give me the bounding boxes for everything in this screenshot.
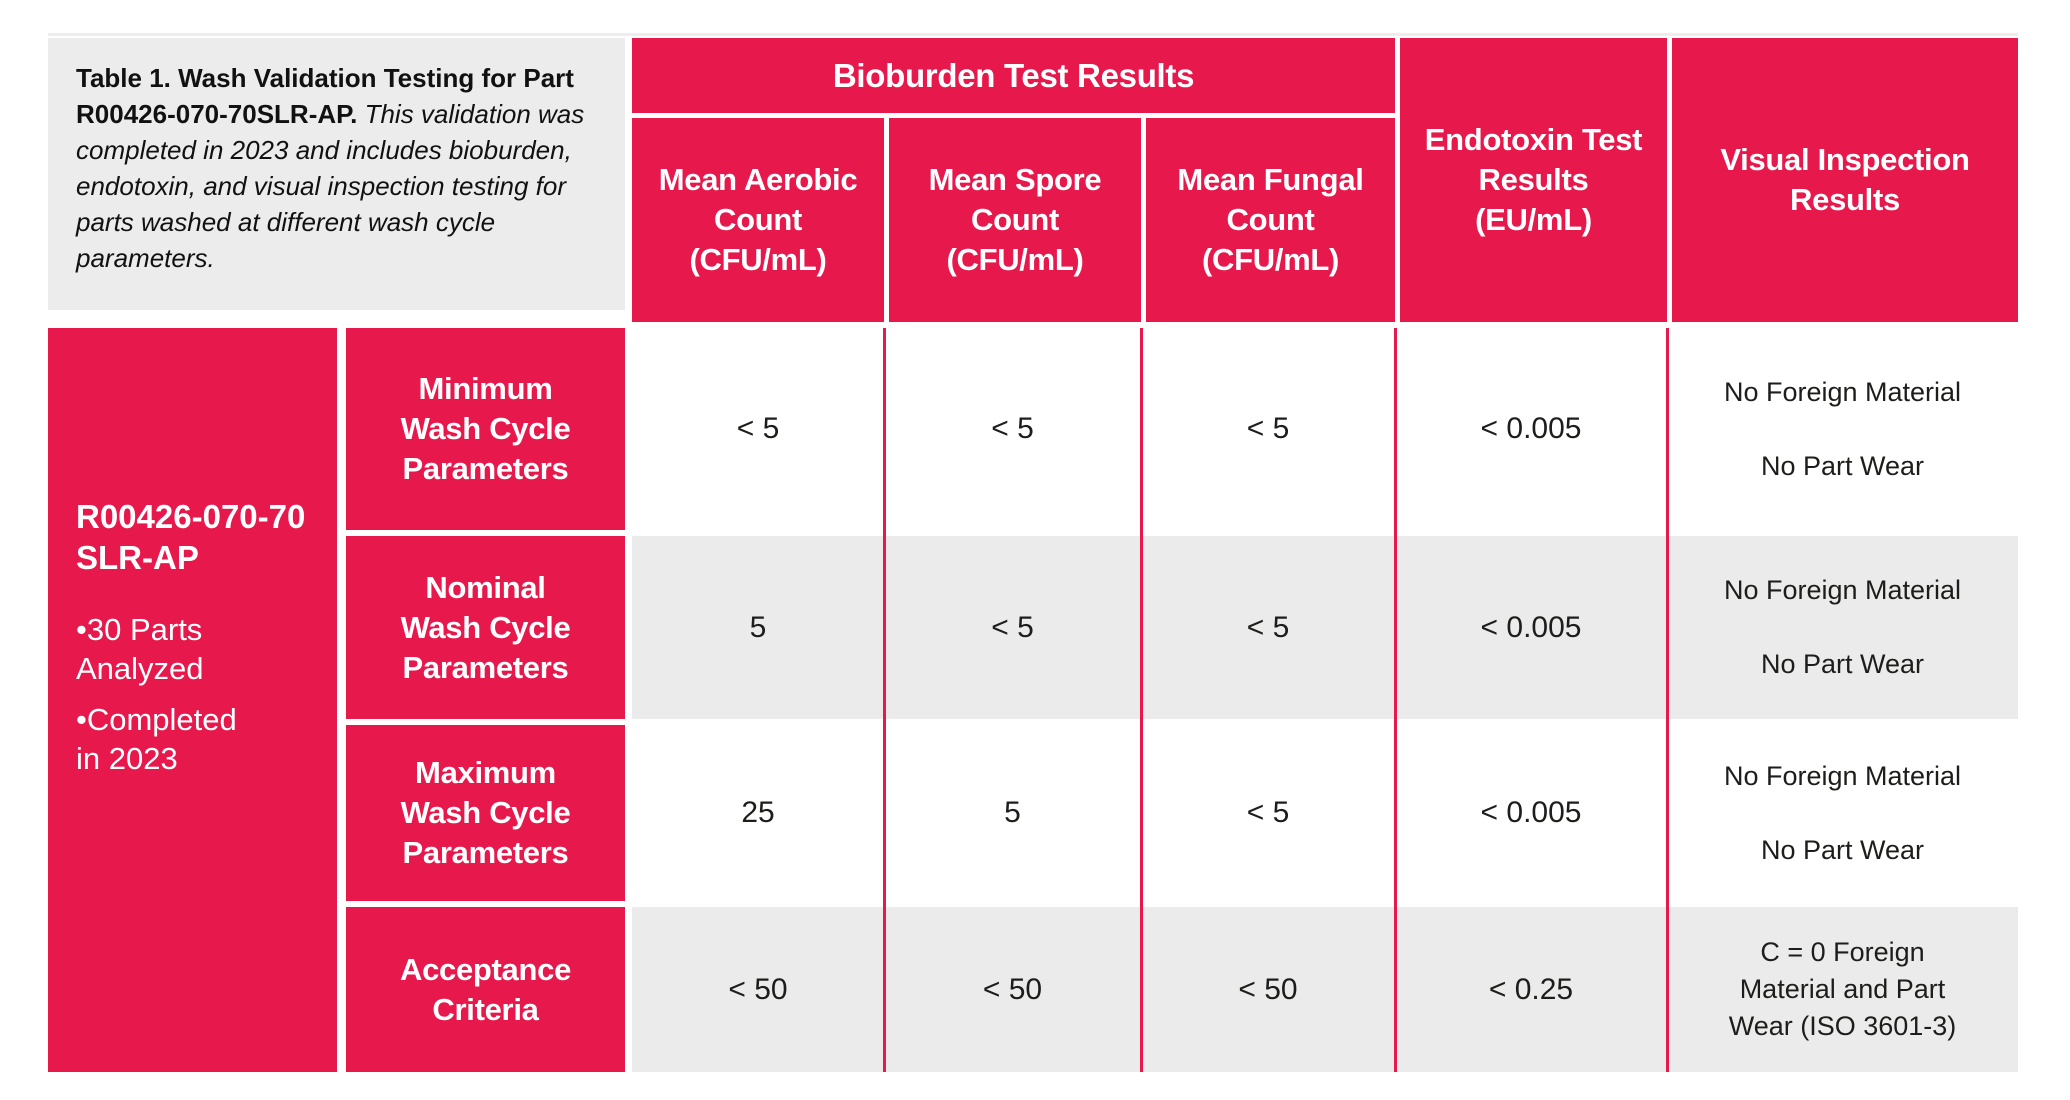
column-divider-aerobic-spore xyxy=(883,328,886,1072)
cell-acceptance-fungal: < 50 xyxy=(1141,907,1395,1072)
cell-minimum-endotoxin: < 0.005 xyxy=(1395,328,1667,530)
cell-minimum-aerobic: < 5 xyxy=(632,328,884,530)
cell-maximum-aerobic: 25 xyxy=(632,725,884,901)
cell-nominal-spore: < 5 xyxy=(884,536,1141,719)
table-caption: Table 1. Wash Validation Testing for Par… xyxy=(48,38,625,310)
cell-minimum-spore: < 5 xyxy=(884,328,1141,530)
header-visual-inspection: Visual Inspection Results xyxy=(1667,38,2018,322)
cell-acceptance-visual: C = 0 Foreign Material and Part Wear (IS… xyxy=(1667,907,2018,1072)
cell-nominal-fungal: < 5 xyxy=(1141,536,1395,719)
cell-acceptance-endotoxin: < 0.25 xyxy=(1395,907,1667,1072)
cell-maximum-visual: No Foreign Material No Part Wear xyxy=(1667,725,2018,901)
cell-nominal-visual: No Foreign Material No Part Wear xyxy=(1667,536,2018,719)
validation-table: Table 1. Wash Validation Testing for Par… xyxy=(48,33,2018,1072)
cell-minimum-fungal: < 5 xyxy=(1141,328,1395,530)
row-label-nominal: Nominal Wash Cycle Parameters xyxy=(346,536,625,719)
part-info-cell: R00426-070-70 SLR-AP •30 Parts Analyzed … xyxy=(48,328,337,1072)
table-top-border xyxy=(48,33,2018,36)
cell-maximum-spore: 5 xyxy=(884,725,1141,901)
part-note-parts-analyzed: •30 Parts Analyzed xyxy=(76,612,204,686)
header-mean-aerobic-count: Mean Aerobic Count (CFU/mL) xyxy=(632,118,884,322)
header-bioburden-group: Bioburden Test Results xyxy=(632,38,1395,113)
cell-minimum-visual: No Foreign Material No Part Wear xyxy=(1667,328,2018,530)
column-divider-endotoxin-visual xyxy=(1666,328,1669,1072)
row-label-acceptance: Acceptance Criteria xyxy=(346,907,625,1072)
cell-acceptance-spore: < 50 xyxy=(884,907,1141,1072)
column-divider-fungal-endotoxin xyxy=(1394,328,1397,1072)
row-label-maximum: Maximum Wash Cycle Parameters xyxy=(346,725,625,901)
header-mean-spore-count: Mean Spore Count (CFU/mL) xyxy=(884,118,1141,322)
column-divider-spore-fungal xyxy=(1140,328,1143,1072)
cell-nominal-endotoxin: < 0.005 xyxy=(1395,536,1667,719)
header-mean-fungal-count: Mean Fungal Count (CFU/mL) xyxy=(1141,118,1395,322)
caption-note: This validation was completed in 2023 an… xyxy=(76,99,585,273)
cell-acceptance-aerobic: < 50 xyxy=(632,907,884,1072)
part-note-completed: •Completed in 2023 xyxy=(76,702,237,776)
caption-title: Table 1. Wash Validation Testing for Par… xyxy=(76,63,574,129)
part-number: R00426-070-70 SLR-AP xyxy=(76,498,306,576)
row-label-minimum: Minimum Wash Cycle Parameters xyxy=(346,328,625,530)
cell-nominal-aerobic: 5 xyxy=(632,536,884,719)
cell-maximum-fungal: < 5 xyxy=(1141,725,1395,901)
cell-maximum-endotoxin: < 0.005 xyxy=(1395,725,1667,901)
header-endotoxin-results: Endotoxin Test Results (EU/mL) xyxy=(1395,38,1667,322)
